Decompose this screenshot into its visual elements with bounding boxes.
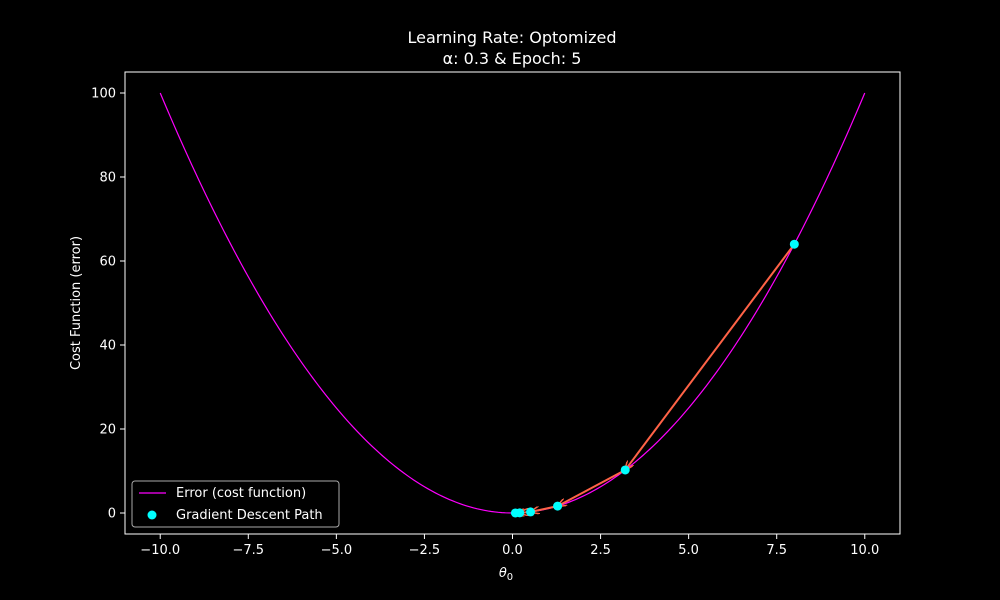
descent-point-1: [620, 465, 630, 475]
y-axis-ticks: 0 20 40 60 80 100: [91, 87, 125, 522]
x-tick-label: 7.5: [766, 543, 787, 558]
descent-arrow-2: [531, 505, 558, 512]
chart-title-line1: Learning Rate: Optomized: [408, 28, 617, 47]
y-tick-label: 20: [99, 423, 116, 438]
y-tick-label: 60: [99, 255, 116, 270]
x-axis-label-subscript: 0: [507, 572, 513, 583]
y-tick-label: 100: [91, 87, 116, 102]
x-tick-label: −5.0: [321, 543, 353, 558]
x-tick-label: 10.0: [850, 543, 879, 558]
error-curve-line: [159, 92, 866, 514]
x-tick-label: −7.5: [233, 543, 265, 558]
axes-frame: [124, 71, 901, 535]
x-tick-label: 2.5: [590, 543, 611, 558]
plot-area: [159, 92, 866, 518]
y-tick-label: 40: [99, 339, 116, 354]
legend-label-path: Gradient Descent Path: [176, 508, 323, 523]
descent-point-2: [553, 501, 563, 511]
chart-title-line2: α: 0.3 & Epoch: 5: [443, 49, 582, 68]
descent-arrow-1: [558, 469, 626, 506]
y-tick-label: 0: [108, 507, 116, 522]
descent-arrow-0: [625, 243, 796, 470]
legend-frame: [131, 480, 340, 528]
x-tick-label: −10.0: [140, 543, 180, 558]
x-tick-label: 0.0: [502, 543, 523, 558]
legend-marker-swatch: [147, 510, 157, 520]
x-axis-label-symbol: θ: [499, 566, 507, 581]
descent-point-3: [526, 507, 536, 517]
y-tick-label: 80: [99, 171, 116, 186]
legend-label-error: Error (cost function): [176, 486, 306, 501]
x-axis-ticks: −10.0 −7.5 −5.0 −2.5 0.0 2.5 5.0 7.5 10.0: [140, 534, 879, 558]
x-axis-label: θ0: [499, 566, 513, 583]
descent-point-5: [510, 508, 520, 518]
x-tick-label: 5.0: [678, 543, 699, 558]
legend: Error (cost function) Gradient Descent P…: [131, 480, 340, 528]
x-tick-label: −2.5: [409, 543, 441, 558]
descent-point-0: [789, 239, 799, 249]
y-axis-label: Cost Function (error): [69, 236, 84, 370]
